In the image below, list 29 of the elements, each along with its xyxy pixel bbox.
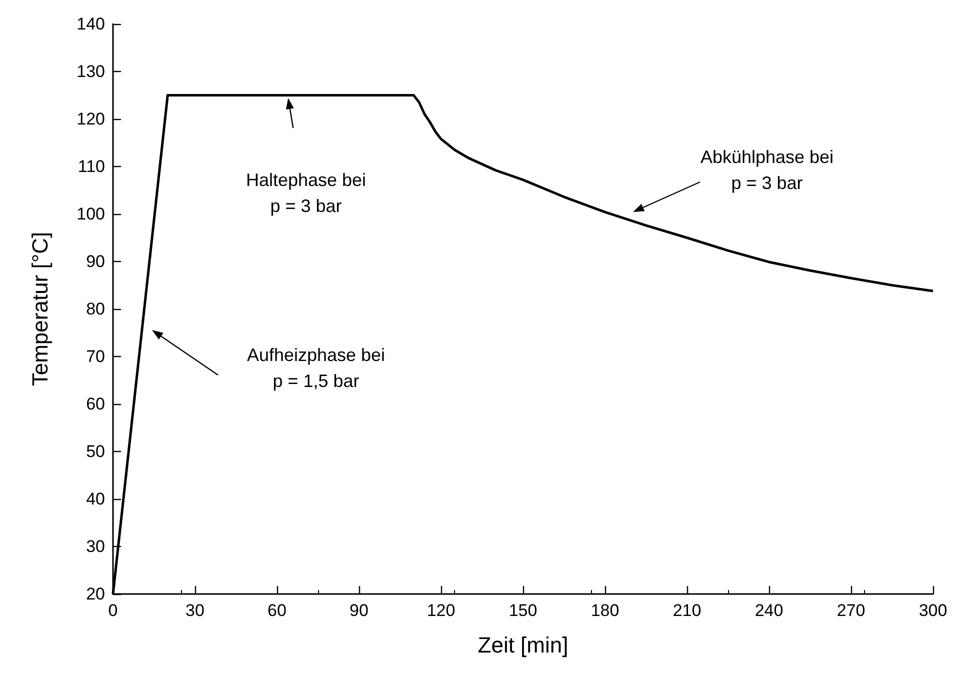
- x-tick-label: 240: [754, 601, 784, 620]
- x-tick-label: 0: [108, 601, 118, 620]
- x-tick-label: 30: [186, 601, 204, 620]
- y-tick-label: 50: [86, 442, 105, 461]
- y-tick-label: 20: [86, 584, 105, 604]
- x-tick-label: 120: [426, 601, 456, 620]
- annotation: Abkühlphase bei p = 3 bar: [700, 147, 834, 193]
- x-tick-label: 210: [672, 601, 702, 620]
- y-tick-label: 80: [86, 300, 105, 318]
- y-tick-label: 120: [76, 110, 105, 128]
- y-tick-label: 140: [76, 14, 105, 34]
- y-tick-label: 90: [86, 252, 105, 271]
- y-tick-label: 110: [78, 157, 105, 176]
- x-tick-label: 60: [268, 601, 286, 620]
- y-tick-label: 100: [76, 204, 105, 224]
- annotation: Haltephase bei p = 3 bar: [246, 170, 366, 216]
- x-tick-label: 300: [918, 601, 948, 620]
- x-tick-label: 90: [350, 601, 368, 620]
- x-tick-label: 270: [836, 601, 866, 620]
- x-tick-label: 150: [508, 601, 538, 620]
- y-tick-label: 130: [76, 62, 105, 81]
- y-tick-label: 70: [86, 347, 105, 366]
- y-tick-label: 60: [86, 394, 105, 414]
- x-axis-title: Zeit [min]: [478, 632, 568, 658]
- y-axis-title: Temperatur [°C]: [28, 232, 52, 386]
- x-tick-label: 180: [590, 601, 620, 620]
- y-tick-label: 30: [86, 537, 105, 556]
- y-tick-label: 40: [86, 490, 105, 508]
- annotation: Aufheizphase bei p = 1,5 bar: [246, 345, 386, 391]
